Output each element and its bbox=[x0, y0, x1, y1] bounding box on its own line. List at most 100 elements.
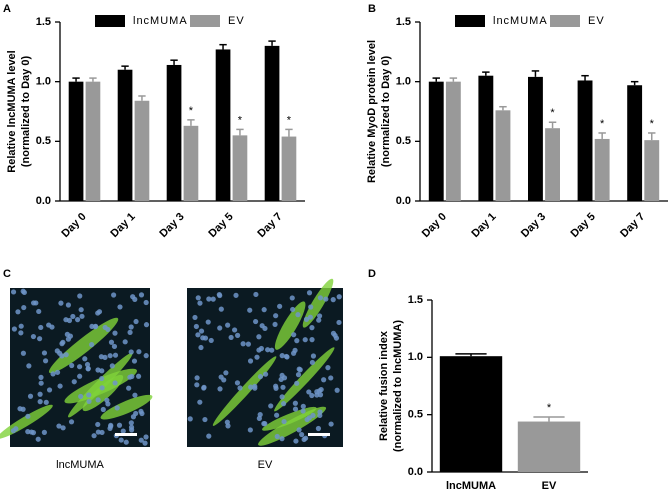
nucleus bbox=[50, 371, 56, 377]
nucleus bbox=[293, 438, 299, 444]
error-bar bbox=[72, 77, 80, 82]
y-axis-label: Relative fusion index bbox=[378, 330, 390, 441]
nucleus bbox=[195, 332, 201, 338]
error-bar bbox=[121, 65, 129, 70]
nucleus bbox=[292, 400, 298, 406]
nucleus bbox=[272, 321, 278, 328]
nucleus bbox=[336, 319, 342, 326]
nucleus bbox=[100, 406, 106, 413]
error-bar bbox=[170, 59, 178, 65]
bar bbox=[183, 125, 199, 201]
nucleus bbox=[225, 423, 231, 429]
nucleus bbox=[108, 339, 115, 345]
bar bbox=[215, 49, 231, 201]
nucleus bbox=[116, 422, 123, 428]
nucleus bbox=[77, 293, 83, 299]
y-tick-label: 1.5 bbox=[36, 16, 51, 28]
bar bbox=[528, 76, 543, 201]
nucleus bbox=[274, 412, 280, 418]
nucleus bbox=[142, 440, 148, 446]
y-axis-label: (normalized to Day 0) bbox=[20, 56, 32, 168]
nucleus bbox=[307, 314, 314, 320]
nucleus bbox=[96, 309, 103, 315]
nucleus bbox=[77, 373, 83, 379]
nucleus bbox=[245, 341, 251, 347]
nucleus bbox=[279, 394, 285, 400]
y-axis-label: Relative MyoD protein level bbox=[366, 40, 378, 183]
nucleus bbox=[217, 386, 223, 392]
error-bar bbox=[236, 128, 244, 136]
nucleus bbox=[99, 385, 105, 391]
nucleus bbox=[136, 349, 142, 355]
nucleus bbox=[240, 341, 246, 347]
error-bar bbox=[548, 121, 557, 129]
nucleus bbox=[248, 384, 254, 390]
nucleus bbox=[95, 397, 101, 403]
nucleus bbox=[310, 353, 317, 359]
bar bbox=[445, 81, 461, 201]
nucleus bbox=[194, 382, 200, 388]
nucleus bbox=[256, 415, 262, 421]
nucleus bbox=[131, 358, 138, 364]
nucleus bbox=[79, 313, 85, 319]
nucleus bbox=[205, 319, 211, 325]
nucleus bbox=[69, 362, 75, 369]
y-tick-label: 0.0 bbox=[396, 195, 411, 207]
nucleus bbox=[89, 342, 95, 348]
bar bbox=[85, 81, 101, 201]
nucleus bbox=[63, 352, 69, 358]
nucleus bbox=[114, 405, 120, 411]
nucleus bbox=[277, 303, 283, 309]
nucleus bbox=[336, 294, 342, 300]
bar bbox=[545, 128, 560, 201]
x-tick-label: lncMUMA bbox=[446, 480, 496, 492]
nucleus bbox=[38, 374, 44, 380]
nucleus bbox=[41, 429, 47, 435]
error-bar bbox=[432, 77, 440, 82]
x-tick-label: Day 1 bbox=[108, 211, 137, 240]
bar bbox=[264, 45, 280, 201]
significance: * bbox=[238, 114, 243, 126]
y-tick-label: 1.0 bbox=[36, 76, 51, 88]
nucleus bbox=[192, 314, 198, 321]
nucleus bbox=[193, 323, 199, 330]
nucleus bbox=[201, 385, 207, 391]
error-bar bbox=[630, 80, 639, 86]
nucleus bbox=[86, 392, 92, 398]
nucleus bbox=[257, 373, 264, 380]
legend-label: lncMUMA bbox=[133, 15, 188, 27]
nucleus bbox=[291, 332, 297, 338]
nucleus bbox=[294, 338, 300, 344]
myotube bbox=[100, 394, 153, 420]
x-tick-label: Day 0 bbox=[420, 211, 449, 240]
nucleus bbox=[280, 384, 286, 390]
nucleus bbox=[21, 289, 27, 296]
nucleus bbox=[292, 406, 299, 412]
nucleus bbox=[95, 429, 101, 435]
nucleus bbox=[210, 296, 216, 302]
myotube bbox=[48, 317, 119, 374]
y-axis-label: (normalized to lncMUMA) bbox=[392, 320, 404, 452]
nucleus bbox=[228, 334, 234, 341]
nucleus bbox=[235, 332, 241, 338]
error-bar bbox=[581, 74, 589, 81]
legend-label: lncMUMA bbox=[493, 15, 548, 27]
bar bbox=[428, 81, 444, 201]
bar bbox=[166, 64, 182, 202]
nucleus bbox=[89, 323, 95, 330]
nucleus bbox=[254, 354, 260, 360]
nucleus bbox=[297, 367, 303, 373]
nucleus bbox=[187, 416, 193, 422]
nucleus bbox=[21, 304, 27, 311]
x-tick-label: Day 0 bbox=[59, 211, 88, 240]
nucleus bbox=[95, 421, 101, 428]
nucleus bbox=[317, 295, 324, 301]
nucleus bbox=[78, 393, 84, 400]
nucleus bbox=[85, 365, 91, 372]
nucleus bbox=[197, 300, 203, 306]
nucleus bbox=[314, 392, 320, 398]
nucleus bbox=[303, 316, 310, 322]
nucleus bbox=[18, 323, 24, 329]
y-tick-label: 0.5 bbox=[36, 135, 51, 147]
nucleus bbox=[71, 379, 77, 385]
